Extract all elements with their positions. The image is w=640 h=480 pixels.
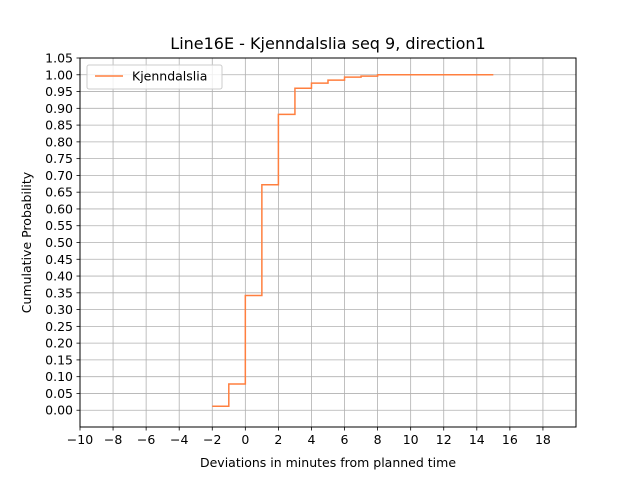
x-axis-ticks: −10 −8 −6 −4 −2 0 2 4 6 8 10 12 14 16 18: [67, 427, 551, 447]
series-layer: [212, 74, 494, 407]
legend-box: [86, 64, 223, 90]
x-tick-label: −10: [67, 432, 93, 447]
x-tick-label: −4: [170, 432, 188, 447]
x-tick-label: −2: [203, 432, 221, 447]
y-tick-label: 0.75: [45, 151, 73, 166]
y-tick-label: 0.80: [45, 134, 73, 149]
y-tick-label: 0.15: [45, 352, 73, 367]
y-tick-label: 1.05: [45, 51, 73, 66]
y-tick-label: 0.30: [45, 302, 73, 317]
y-tick-label: 0.55: [45, 218, 73, 233]
y-tick-label: 0.10: [45, 369, 73, 384]
legend-label-kjenndalslia: Kjenndalslia: [132, 69, 207, 84]
x-tick-label: 6: [341, 432, 349, 447]
y-tick-label: 0.45: [45, 252, 73, 267]
x-tick-label: −8: [104, 432, 122, 447]
x-axis-label: Deviations in minutes from planned time: [200, 455, 456, 470]
y-axis-label: Cumulative Probability: [19, 171, 34, 313]
y-tick-label: 1.00: [45, 67, 73, 82]
y-tick-label: 0.35: [45, 285, 73, 300]
chart-title: Line16E - Kjenndalslia seq 9, direction1: [170, 34, 485, 53]
x-tick-label: 4: [307, 432, 315, 447]
y-tick-label: 0.90: [45, 101, 73, 116]
x-tick-label: 2: [274, 432, 282, 447]
y-tick-label: 0.95: [45, 84, 73, 99]
y-tick-label: 0.70: [45, 168, 73, 183]
y-tick-label: 0.05: [45, 386, 73, 401]
series-line-kjenndalslia: [212, 74, 494, 407]
x-tick-label: 8: [374, 432, 382, 447]
y-tick-label: 0.65: [45, 185, 73, 200]
x-tick-label: 14: [469, 432, 485, 447]
y-tick-label: 0.50: [45, 235, 73, 250]
y-tick-label: 0.00: [45, 403, 73, 418]
y-tick-label: 0.20: [45, 336, 73, 351]
x-tick-label: 18: [535, 432, 551, 447]
y-tick-label: 0.85: [45, 118, 73, 133]
y-tick-label: 0.25: [45, 319, 73, 334]
x-tick-label: 10: [403, 432, 419, 447]
x-tick-label: 0: [241, 432, 249, 447]
x-tick-label: 12: [436, 432, 452, 447]
y-axis-ticks: 0.00 0.05 0.10 0.150.20 0.25 0.30 0.350.40 0.45…: [45, 51, 80, 418]
x-tick-label: −6: [137, 432, 155, 447]
y-tick-label: 0.40: [45, 269, 73, 284]
legend: Kjenndalslia: [86, 64, 223, 90]
x-tick-label: 16: [502, 432, 518, 447]
y-tick-label: 0.60: [45, 201, 73, 216]
